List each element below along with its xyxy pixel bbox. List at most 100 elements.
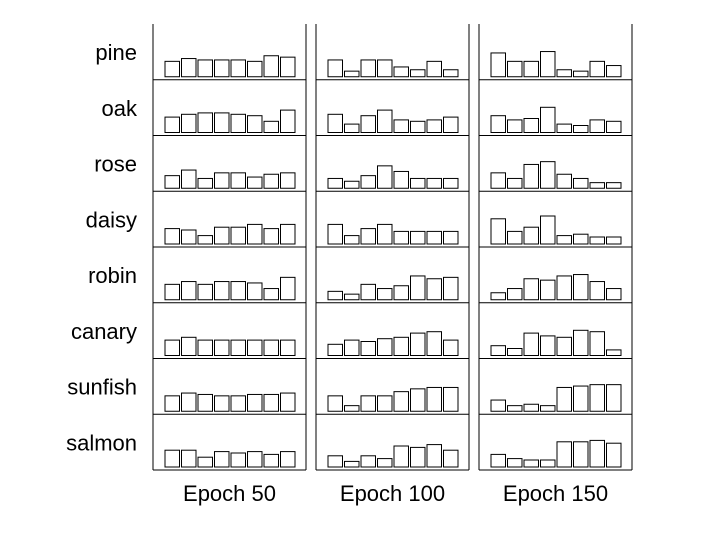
bar-daisy-unit-8 — [606, 236, 622, 245]
panel-epoch-2 — [315, 24, 470, 471]
bar-pine-unit-7 — [589, 60, 605, 78]
bar-daisy-unit-5 — [230, 226, 246, 245]
bar-rose-unit-4 — [377, 165, 393, 189]
bar-salmon-unit-3 — [197, 456, 213, 468]
bar-canary-unit-3 — [197, 339, 213, 357]
bar-oak-unit-2 — [181, 113, 197, 134]
bar-oak-unit-7 — [426, 119, 442, 134]
bar-pine-unit-2 — [344, 70, 360, 78]
bar-oak-unit-6 — [410, 120, 426, 134]
bar-daisy-unit-3 — [197, 235, 213, 245]
bar-rose-unit-7 — [589, 182, 605, 189]
bar-rose-unit-4 — [540, 161, 556, 189]
bar-salmon-unit-2 — [507, 458, 523, 468]
bar-salmon-unit-5 — [230, 452, 246, 468]
bar-daisy-unit-5 — [393, 230, 409, 245]
bar-rose-unit-5 — [230, 172, 246, 189]
bar-sunfish-unit-4 — [540, 405, 556, 412]
bar-daisy-unit-2 — [181, 229, 197, 245]
bar-oak-unit-8 — [606, 120, 622, 134]
bar-sunfish-unit-1 — [490, 399, 506, 412]
bar-salmon-unit-4 — [214, 451, 230, 468]
bar-robin-unit-5 — [556, 275, 572, 301]
bar-robin-unit-4 — [214, 281, 230, 301]
bar-daisy-unit-7 — [589, 236, 605, 245]
bar-pine-unit-5 — [230, 59, 246, 78]
bar-canary-unit-2 — [507, 348, 523, 356]
bar-daisy-unit-3 — [523, 226, 539, 245]
bar-canary-unit-2 — [181, 336, 197, 356]
bar-canary-unit-2 — [344, 339, 360, 357]
bar-pine-unit-7 — [426, 60, 442, 78]
bar-oak-unit-7 — [263, 120, 279, 134]
bar-robin-unit-3 — [197, 283, 213, 301]
bar-rose-unit-3 — [523, 163, 539, 189]
bar-salmon-unit-3 — [360, 455, 376, 468]
bar-pine-unit-1 — [327, 59, 343, 78]
bar-pine-unit-8 — [443, 69, 459, 78]
bar-robin-unit-5 — [230, 281, 246, 301]
bar-sunfish-unit-3 — [197, 393, 213, 412]
bar-daisy-unit-8 — [280, 223, 296, 245]
bar-canary-unit-3 — [523, 332, 539, 357]
bar-daisy-unit-7 — [426, 230, 442, 245]
bar-pine-unit-6 — [573, 70, 589, 78]
bar-sunfish-unit-5 — [393, 391, 409, 412]
bar-oak-unit-6 — [247, 115, 263, 133]
bar-robin-unit-1 — [327, 290, 343, 301]
bar-salmon-unit-2 — [181, 449, 197, 468]
bar-canary-unit-4 — [214, 339, 230, 357]
row-label-canary: canary — [71, 319, 137, 344]
bar-rose-unit-6 — [247, 176, 263, 189]
bar-daisy-unit-6 — [573, 233, 589, 245]
bar-sunfish-unit-7 — [589, 384, 605, 412]
bar-canary-unit-6 — [410, 332, 426, 357]
row-label-robin: robin — [88, 263, 137, 288]
bar-robin-unit-7 — [426, 278, 442, 301]
bar-canary-unit-1 — [490, 345, 506, 357]
bar-canary-unit-4 — [377, 338, 393, 357]
bar-canary-unit-4 — [540, 335, 556, 356]
row-label-salmon: salmon — [66, 430, 137, 455]
bar-pine-unit-2 — [181, 58, 197, 78]
bar-daisy-unit-4 — [214, 226, 230, 245]
bar-canary-unit-8 — [606, 349, 622, 356]
bar-pine-unit-6 — [247, 60, 263, 78]
bar-pine-unit-4 — [377, 59, 393, 78]
bar-daisy-unit-2 — [344, 235, 360, 245]
bar-canary-unit-5 — [556, 336, 572, 356]
bar-robin-unit-8 — [443, 276, 459, 301]
bar-robin-unit-7 — [589, 281, 605, 301]
bar-oak-unit-5 — [556, 123, 572, 133]
bar-rose-unit-2 — [181, 169, 197, 189]
bar-oak-unit-1 — [490, 115, 506, 133]
bar-daisy-unit-2 — [507, 230, 523, 245]
bar-oak-unit-3 — [197, 112, 213, 134]
bar-oak-unit-4 — [540, 106, 556, 134]
bar-sunfish-unit-2 — [181, 392, 197, 412]
bar-rose-unit-3 — [360, 175, 376, 189]
bar-canary-unit-8 — [280, 339, 296, 357]
bar-sunfish-unit-6 — [410, 388, 426, 412]
bar-salmon-unit-3 — [523, 459, 539, 468]
bar-sunfish-unit-7 — [426, 386, 442, 412]
bar-daisy-unit-4 — [540, 215, 556, 245]
bar-daisy-unit-4 — [377, 223, 393, 245]
panel-layer — [152, 24, 633, 471]
bar-oak-unit-2 — [344, 123, 360, 133]
bar-sunfish-unit-4 — [377, 395, 393, 412]
bar-rose-unit-2 — [344, 180, 360, 189]
bar-robin-unit-5 — [393, 285, 409, 301]
row-label-pine: pine — [95, 40, 137, 65]
bar-oak-unit-2 — [507, 119, 523, 134]
bar-salmon-unit-6 — [410, 446, 426, 468]
bar-oak-unit-1 — [164, 116, 180, 133]
bar-robin-unit-4 — [540, 279, 556, 301]
bar-robin-unit-6 — [410, 275, 426, 301]
bar-daisy-unit-3 — [360, 228, 376, 245]
bar-rose-unit-5 — [393, 170, 409, 189]
bar-daisy-unit-8 — [443, 230, 459, 245]
column-label-epoch-1: Epoch 50 — [183, 481, 276, 506]
bar-sunfish-unit-3 — [360, 395, 376, 412]
